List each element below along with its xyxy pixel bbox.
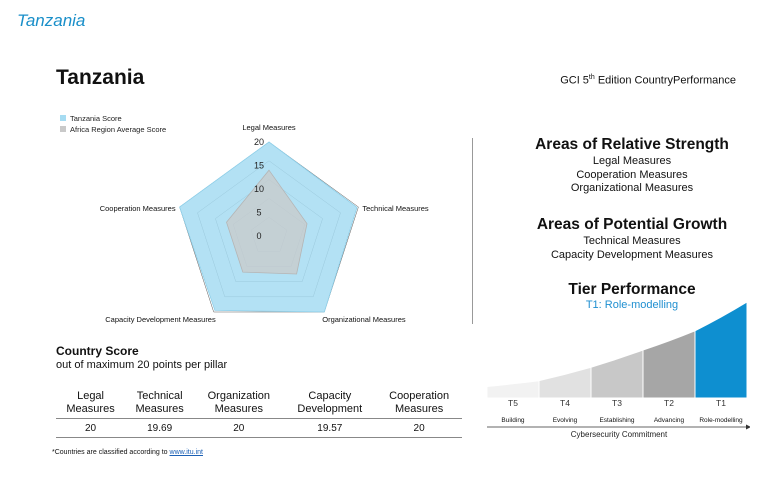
radar-chart: 0 5 10 15 20 Legal Measures Technical Measures… [60, 114, 429, 324]
radar-tick-label: 10 [254, 184, 264, 194]
radar-tick-label: 20 [254, 137, 264, 147]
tier-segment-t2 [642, 330, 696, 399]
radar-series-region [226, 169, 308, 275]
growth-title: Areas of Potential Growth [536, 216, 728, 233]
radar-axis-label: Capacity Development Measures [105, 315, 216, 324]
tier-axis-label: Cybersecurity Commitment [571, 430, 668, 439]
radar-tick-label: 5 [256, 208, 261, 218]
divider [472, 138, 473, 324]
tier-subtitle: T1: Role-modelling [585, 299, 679, 311]
country-title: Tanzania [56, 66, 145, 89]
tier-label: Establishing [599, 417, 634, 424]
growth-item: Technical Measures [583, 235, 681, 247]
score-cell: 20 [56, 418, 126, 438]
growth-list: Technical Measures Capacity Development … [482, 235, 768, 262]
score-cell: 19.57 [283, 418, 377, 438]
tier-segment-t1 [694, 301, 748, 399]
tier-label: Evolving [553, 417, 578, 424]
score-header: Technical Measures [125, 390, 195, 419]
score-table: Legal Measures Technical Measures Organiza… [56, 390, 462, 438]
radar-tick-label: 15 [254, 161, 264, 171]
tier-segment-t4 [538, 366, 592, 399]
radar-axis-label: Organizational Measures [322, 315, 406, 324]
tier-code: T3 [612, 398, 622, 408]
score-cell: 20 [194, 418, 284, 438]
tier-code: T5 [508, 398, 518, 408]
score-cell: 20 [376, 418, 462, 438]
tier-code: T2 [664, 398, 674, 408]
score-title: Country Score [56, 344, 139, 358]
score-subtitle: out of maximum 20 points per pillar [56, 359, 228, 371]
legend-swatch [60, 126, 66, 132]
tier-label: Role-modelling [699, 417, 743, 424]
legend-swatch [60, 115, 66, 121]
tier-label: Building [501, 417, 525, 424]
strength-item: Cooperation Measures [576, 168, 688, 181]
tier-code-band [487, 398, 747, 412]
growth-item: Capacity Development Measures [550, 248, 714, 261]
tier-chart: T5 Building T4 Evolving T3 Establishing T2 Adva… [486, 301, 750, 439]
score-header: Capacity Development [283, 390, 377, 419]
strength-item: Legal Measures [592, 155, 672, 167]
legend-label: Africa Region Average Score [70, 125, 166, 134]
radar-axis-label: Cooperation Measures [100, 204, 176, 213]
score-header: Cooperation Measures [376, 390, 462, 419]
tier-axis-arrow [746, 424, 750, 430]
strength-item: Organizational Measures [570, 182, 694, 194]
tier-segment-t3 [590, 349, 644, 399]
tier-segment-t5 [486, 380, 540, 399]
tier-code: T4 [560, 398, 570, 408]
tier-label: Advancing [654, 417, 685, 424]
radar-tick-label: 0 [256, 231, 261, 241]
radar-axis-label: Legal Measures [242, 123, 296, 132]
edition-label: GCI 5th Edition CountryPerformance [560, 74, 736, 87]
radar-axis-label: Technical Measures [362, 204, 429, 213]
score-cell: 19.69 [125, 418, 195, 438]
strength-list: Legal Measures Cooperation Measures Orga… [482, 155, 768, 196]
footnote: *Countries are classified according to w… [52, 449, 203, 456]
legend-label: Tanzania Score [70, 114, 122, 123]
score-header: Legal Measures [56, 390, 126, 419]
table-row: 20 19.69 20 19.57 20 [56, 418, 462, 438]
footnote-link[interactable]: www.itu.int [169, 449, 203, 456]
score-header: Organization Measures [194, 390, 284, 419]
tier-code: T1 [716, 398, 726, 408]
strength-title: Areas of Relative Strength [535, 136, 729, 153]
tier-title: Tier Performance [568, 281, 696, 298]
top-title: Tanzania [17, 11, 86, 30]
